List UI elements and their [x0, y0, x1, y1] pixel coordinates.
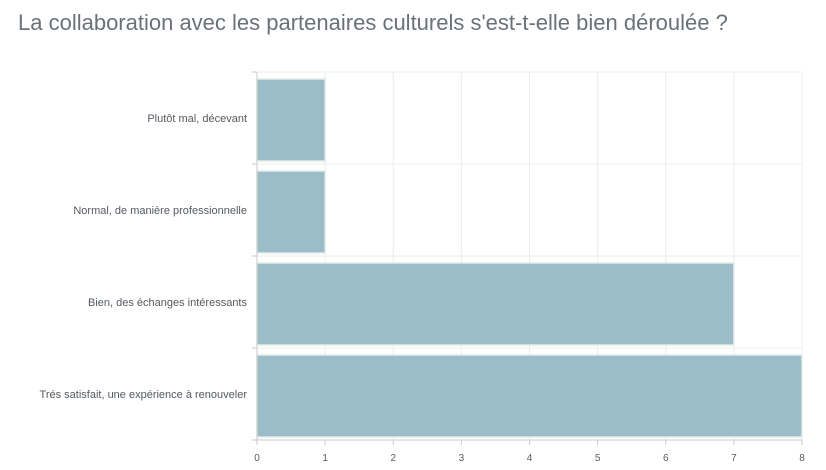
category-label: Plutôt mal, décevant — [147, 113, 247, 125]
x-tick-labels: 0 1 2 3 4 5 6 7 8 — [254, 453, 805, 464]
x-tick-label: 3 — [459, 453, 465, 464]
bars — [256, 78, 803, 438]
x-tick-label: 6 — [663, 453, 669, 464]
category-label: Normal, de manière professionnelle — [73, 205, 247, 217]
bar — [256, 78, 326, 162]
x-tick-label: 7 — [731, 453, 737, 464]
x-tick-label: 5 — [595, 453, 601, 464]
x-tick-label: 8 — [799, 453, 805, 464]
x-tick-label: 1 — [322, 453, 328, 464]
x-tick-label: 0 — [254, 453, 260, 464]
category-labels: Plutôt mal, décevant Normal, de manière p… — [40, 113, 248, 401]
x-tick-label: 4 — [527, 453, 533, 464]
axes — [252, 71, 803, 445]
bar — [256, 170, 326, 254]
chart-title: La collaboration avec les partenaires cu… — [18, 10, 728, 35]
category-label: Trés satisfait, une expérience à renouve… — [40, 389, 248, 401]
bar — [256, 262, 735, 346]
x-tick-label: 2 — [390, 453, 396, 464]
category-label: Bien, des échanges intéressants — [88, 297, 247, 309]
bar — [256, 354, 803, 438]
